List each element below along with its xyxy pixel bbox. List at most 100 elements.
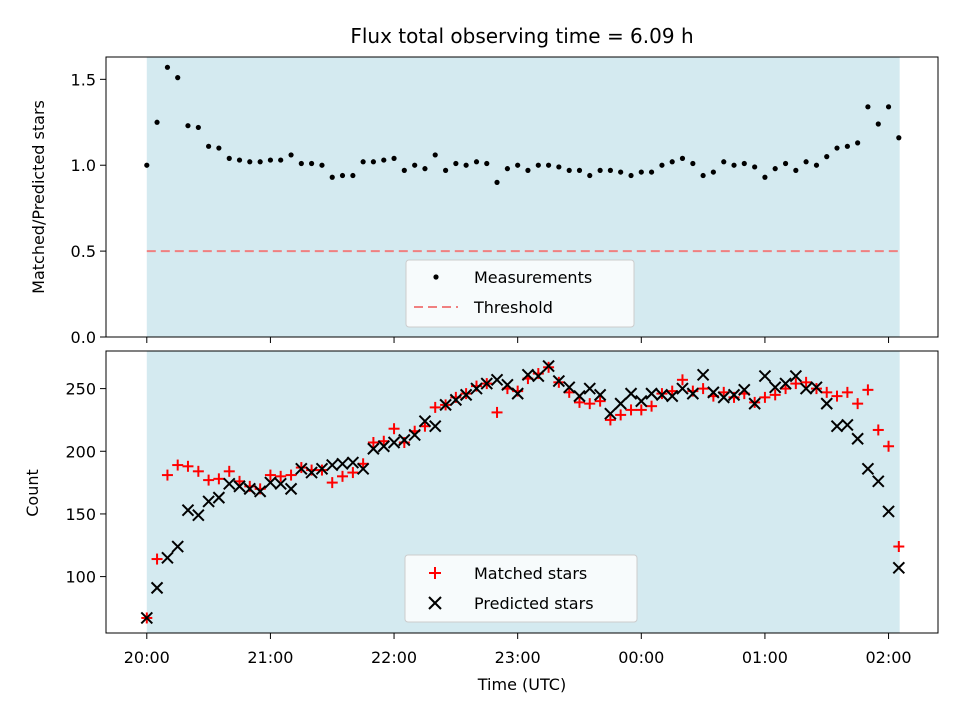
measurement-point bbox=[484, 160, 490, 167]
measurement-point bbox=[144, 162, 150, 168]
predicted-star-point bbox=[707, 386, 720, 399]
measurement-point bbox=[154, 119, 160, 125]
predicted-star-point bbox=[284, 482, 298, 496]
bottom-axes-frame bbox=[105, 350, 939, 634]
predicted-star-point bbox=[150, 581, 164, 595]
measurement-point bbox=[463, 162, 469, 168]
matched-star-point bbox=[852, 398, 864, 410]
measurement-point bbox=[597, 167, 603, 173]
x-tick-label: 00:00 bbox=[618, 648, 664, 667]
predicted-star-point bbox=[635, 394, 648, 408]
predicted-star-point bbox=[408, 428, 421, 442]
matched-star-point bbox=[841, 386, 853, 398]
measurement-point bbox=[206, 143, 212, 149]
matched-star-point bbox=[769, 389, 781, 401]
matched-star-point bbox=[615, 409, 627, 421]
matched-star-point bbox=[883, 440, 895, 452]
measurement-point bbox=[659, 162, 665, 168]
measurement-point bbox=[679, 155, 686, 161]
predicted-star-point bbox=[604, 407, 617, 420]
predicted-star-point bbox=[748, 397, 761, 410]
measurement-point bbox=[298, 160, 304, 167]
measurement-point bbox=[628, 172, 634, 179]
predicted-star-point bbox=[676, 382, 689, 395]
bottom-y-tick-label: 200 bbox=[65, 442, 96, 461]
predicted-star-point bbox=[253, 485, 267, 498]
measurement-point bbox=[875, 121, 881, 127]
predicted-star-point bbox=[202, 495, 215, 508]
matched-star-point bbox=[862, 384, 874, 396]
predicted-star-point bbox=[181, 503, 195, 517]
predicted-star-point bbox=[490, 373, 504, 387]
measurement-point bbox=[896, 135, 902, 141]
measurement-point bbox=[525, 167, 531, 173]
predicted-star-point bbox=[861, 462, 875, 476]
predicted-star-point bbox=[768, 381, 782, 394]
predicted-star-point bbox=[356, 462, 370, 476]
matched-star-point bbox=[625, 404, 637, 416]
x-tick-label: 22:00 bbox=[371, 648, 417, 667]
legend-predicted-marker bbox=[428, 596, 442, 610]
matched-star-point bbox=[759, 391, 771, 403]
matched-star-point bbox=[151, 553, 163, 565]
measurement-point bbox=[752, 164, 758, 170]
bottom-legend: Matched stars Predicted stars bbox=[404, 554, 638, 623]
predicted-star-point bbox=[480, 377, 493, 390]
measurement-point bbox=[412, 162, 418, 168]
matched-star-point bbox=[213, 473, 225, 485]
measurement-point bbox=[566, 167, 572, 173]
bottom-panel: 100 150 200 250 20:00 21:00 22:00 23:00 00:00 01… bbox=[23, 350, 939, 694]
measurement-point bbox=[164, 64, 171, 70]
measurement-point bbox=[494, 179, 500, 185]
measurement-points bbox=[144, 64, 902, 185]
measurement-point bbox=[618, 169, 624, 175]
measurement-point bbox=[587, 172, 593, 179]
measurement-point bbox=[247, 159, 253, 165]
matched-star-point bbox=[367, 436, 379, 448]
predicted-star-point bbox=[892, 561, 906, 575]
predicted-star-point bbox=[738, 383, 751, 397]
measurement-point bbox=[772, 166, 778, 172]
matched-star-point bbox=[893, 541, 905, 553]
measurement-point bbox=[731, 162, 737, 168]
predicted-star-point bbox=[872, 475, 885, 488]
measurement-point bbox=[288, 152, 294, 158]
measurement-point bbox=[824, 154, 830, 160]
predicted-stars-points bbox=[140, 359, 906, 625]
measurement-point bbox=[556, 164, 562, 170]
measurement-point bbox=[216, 145, 222, 151]
x-tick-label: 20:00 bbox=[124, 648, 170, 667]
legend-measurements-marker bbox=[433, 274, 439, 280]
predicted-star-point bbox=[645, 387, 658, 400]
predicted-star-point bbox=[346, 456, 360, 469]
predicted-star-point bbox=[161, 551, 174, 565]
predicted-star-point bbox=[243, 482, 256, 496]
predicted-star-point bbox=[439, 398, 452, 412]
measurement-point bbox=[473, 159, 480, 165]
top-y-tick-label: 0.0 bbox=[71, 328, 96, 347]
measurement-point bbox=[762, 174, 768, 180]
measurement-point bbox=[515, 162, 521, 168]
legend-matched-label: Matched stars bbox=[474, 564, 587, 583]
measurement-point bbox=[690, 160, 696, 167]
measurement-point bbox=[782, 160, 789, 167]
predicted-star-point bbox=[387, 436, 401, 449]
bottom-y-tick-label: 250 bbox=[65, 380, 96, 399]
matched-star-point bbox=[388, 423, 400, 435]
x-tick-label: 01:00 bbox=[742, 648, 788, 667]
matched-star-point bbox=[264, 469, 276, 481]
top-x-ticks bbox=[146, 337, 890, 343]
measurement-point bbox=[648, 169, 655, 175]
predicted-star-point bbox=[686, 387, 700, 400]
predicted-star-point bbox=[305, 466, 318, 479]
legend-predicted-label: Predicted stars bbox=[474, 594, 594, 613]
measurement-point bbox=[885, 104, 892, 110]
matched-star-point bbox=[573, 396, 585, 408]
predicted-star-point bbox=[655, 388, 669, 402]
predicted-star-point bbox=[140, 611, 154, 625]
predicted-star-point bbox=[377, 440, 390, 453]
matched-star-point bbox=[676, 374, 688, 386]
measurement-point bbox=[535, 162, 541, 168]
measurement-point bbox=[432, 152, 438, 158]
matched-star-point bbox=[646, 400, 658, 412]
